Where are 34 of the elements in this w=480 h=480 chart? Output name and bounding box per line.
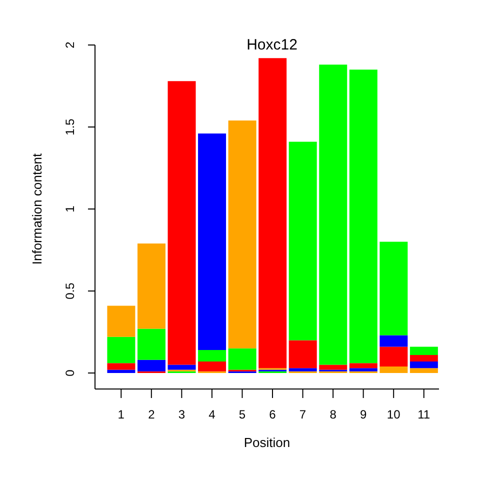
- bar: [288, 142, 317, 340]
- bar: [137, 360, 166, 372]
- bar: [319, 64, 348, 365]
- bar: [349, 363, 378, 368]
- y-tick-label: 0: [63, 369, 77, 376]
- x-tick-label: 5: [238, 408, 246, 422]
- bar: [380, 366, 408, 373]
- bar: [288, 340, 317, 368]
- x-tick-label: 7: [299, 408, 306, 422]
- bar: [410, 362, 438, 368]
- x-tick-label: 1: [118, 408, 125, 422]
- bar: [410, 354, 438, 362]
- y-tick-label: 2: [63, 41, 77, 48]
- y-axis-title: Information content: [30, 152, 44, 265]
- y-tick-label: 1: [63, 205, 77, 212]
- bar: [288, 368, 317, 372]
- bar: [349, 70, 378, 364]
- y-tick-label: 0.5: [63, 282, 77, 300]
- x-tick-label: 4: [208, 408, 216, 422]
- x-tick-label: 9: [360, 408, 367, 422]
- bar: [410, 368, 438, 373]
- x-tick-label: 10: [386, 408, 401, 422]
- bar: [319, 364, 348, 370]
- x-tick-label: 2: [148, 408, 156, 422]
- x-tick-label: 8: [330, 408, 337, 422]
- bar: [380, 242, 408, 336]
- x-axis-title: Position: [244, 435, 290, 450]
- chart-title: Hoxc12: [246, 36, 298, 54]
- y-tick-label: 1.5: [63, 118, 77, 136]
- x-tick-label: 11: [418, 408, 430, 422]
- x-tick-label: 3: [178, 408, 186, 422]
- x-tick-label: 6: [269, 408, 276, 422]
- bar: [349, 368, 378, 372]
- bar: [410, 346, 438, 355]
